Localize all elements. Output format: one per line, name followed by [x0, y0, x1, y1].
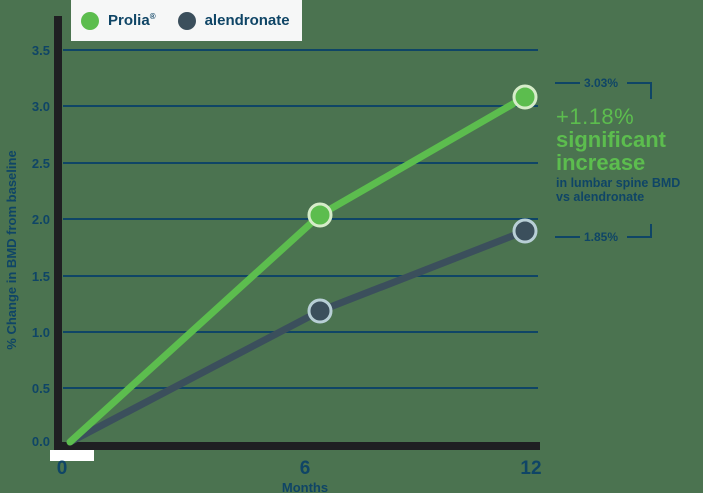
headline: significant increase	[556, 127, 667, 175]
y-axis-title: % Change in BMD from baseline	[4, 150, 19, 349]
prolia-dot-icon	[81, 11, 99, 30]
x-tick-labels: 0 6 12	[57, 458, 542, 479]
svg-text:1.0: 1.0	[32, 325, 50, 340]
gridlines	[63, 49, 538, 389]
alendronate-dot-icon	[177, 11, 196, 30]
prolia-line	[66, 93, 529, 446]
y-tick-labels: 3.5 3.0 2.5 2.0 1.5 1.0 0.5 0.0	[32, 43, 50, 449]
alendronate-line	[66, 227, 529, 446]
alendronate-12mo-value: 1.85%	[584, 230, 619, 244]
svg-text:2.5: 2.5	[32, 156, 50, 171]
chart-legend: Prolia® alendronate	[71, 0, 302, 41]
svg-text:1.5: 1.5	[32, 269, 50, 284]
svg-text:3.0: 3.0	[32, 99, 50, 114]
svg-text:2.0: 2.0	[32, 212, 50, 227]
prolia-markers	[307, 84, 538, 228]
svg-text:6: 6	[300, 458, 311, 479]
difference-value: +1.18%	[556, 104, 635, 129]
alendronate-markers	[307, 218, 538, 324]
annotation-subtext: in lumbar spine BMD vs alendronate	[556, 176, 681, 204]
svg-text:0: 0	[57, 458, 68, 479]
legend-item-prolia: Prolia®	[81, 11, 156, 30]
svg-text:0.5: 0.5	[32, 381, 50, 396]
svg-text:0.0: 0.0	[32, 434, 50, 449]
annotation-brackets	[555, 82, 652, 238]
x-axis-origin-tab	[50, 450, 94, 461]
prolia-12mo-value: 3.03%	[584, 76, 619, 90]
x-axis-title: Months	[282, 480, 328, 493]
legend-label-prolia: Prolia	[108, 12, 150, 29]
legend-item-alendronate: alendronate	[177, 11, 290, 30]
svg-text:12: 12	[520, 458, 541, 479]
svg-text:3.5: 3.5	[32, 43, 50, 58]
legend-label-alendronate: alendronate	[204, 12, 290, 29]
